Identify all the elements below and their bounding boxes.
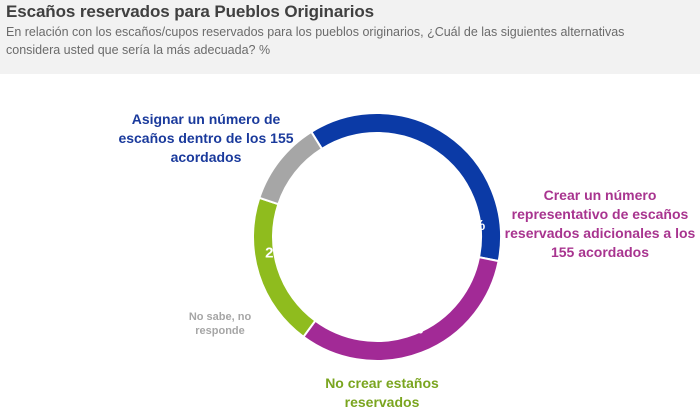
slice-value-assign: 37% [455,217,485,234]
category-label-assign: Asignar un número de escaños dentro de l… [118,111,294,165]
slice-assign [309,112,502,263]
slice-value-dont-know: 11% [292,173,321,190]
slice-dont-know [258,130,324,206]
chart-subtitle: En relación con los escaños/cupos reserv… [6,25,625,57]
chart-title: Escaños reservados para Pueblos Originar… [6,2,374,21]
slice-create [302,256,500,362]
slice-none [252,196,317,339]
header-band: Escaños reservados para Pueblos Originar… [0,0,700,74]
slice-value-create: 32% [393,320,423,337]
category-label-none: No crear estaños reservados [325,375,439,410]
slice-value-none: 20% [265,244,295,261]
category-label-create: Crear un número representativo de escaño… [504,187,696,260]
category-label-dont-know: No sabe, no responde [188,311,252,337]
